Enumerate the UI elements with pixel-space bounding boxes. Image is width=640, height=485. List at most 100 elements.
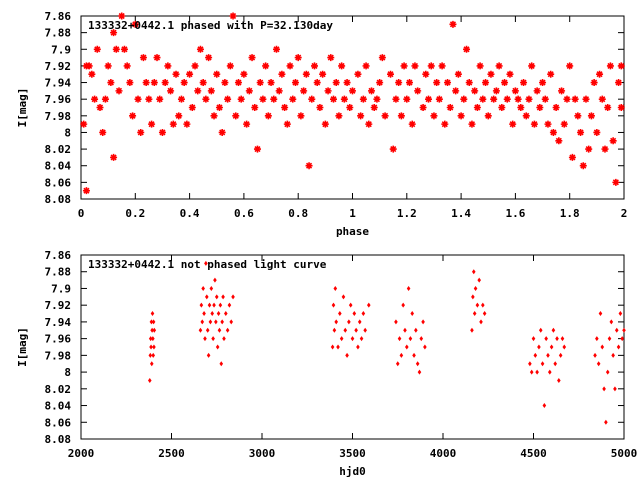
data-point-core — [339, 63, 344, 68]
data-point-core — [328, 55, 333, 60]
data-point-core — [578, 130, 583, 135]
data-point-core — [507, 72, 512, 77]
data-point-core — [448, 105, 453, 110]
data-point-core — [174, 72, 179, 77]
data-point-core — [171, 122, 176, 127]
data-point — [538, 327, 543, 333]
data-point-core — [288, 63, 293, 68]
data-point — [361, 311, 366, 317]
data-point-core — [228, 63, 233, 68]
data-point-core — [298, 113, 303, 118]
data-point-core — [459, 113, 464, 118]
data-point-core — [157, 97, 162, 102]
x-tick-label: 1.2 — [397, 207, 417, 220]
data-point-core — [529, 63, 534, 68]
data-point-core — [581, 163, 586, 168]
data-point — [412, 352, 416, 358]
data-point-core — [548, 72, 553, 77]
unphased-y-ticks: 7.86 7.88 7.9 7.92 7.94 7.96 7.98 8 8.02 8.04 8.06… — [45, 249, 624, 446]
data-point-core — [518, 105, 523, 110]
data-point — [198, 327, 203, 333]
data-point-core — [334, 80, 339, 85]
data-point-core — [114, 47, 119, 52]
data-point-core — [141, 55, 146, 60]
data-point-core — [225, 97, 230, 102]
data-point-core — [236, 80, 241, 85]
data-point — [471, 294, 475, 300]
x-tick-label: 3500 — [339, 447, 366, 460]
data-point — [614, 327, 619, 333]
data-point-core — [421, 105, 426, 110]
y-tick-label: 7.92 — [45, 60, 72, 73]
data-point-core — [293, 80, 298, 85]
data-point — [401, 302, 405, 308]
data-point-core — [176, 113, 181, 118]
data-point — [542, 403, 547, 409]
x-tick-label: 0.8 — [288, 207, 308, 220]
data-point-core — [152, 80, 157, 85]
data-point — [415, 361, 420, 367]
phased-x-axis-label: phase — [336, 225, 369, 238]
data-point — [213, 277, 217, 283]
data-point-core — [239, 97, 244, 102]
data-point — [205, 327, 210, 333]
data-point-core — [559, 88, 564, 93]
data-point — [200, 319, 205, 325]
unphased-plot-frame — [80, 254, 625, 440]
data-point-core — [535, 88, 540, 93]
x-tick-label: 0.2 — [125, 207, 145, 220]
data-point — [540, 361, 545, 367]
data-point — [333, 285, 338, 291]
data-point — [598, 311, 603, 317]
data-point — [338, 311, 342, 317]
data-point — [596, 361, 601, 367]
y-tick-label: 7.94 — [45, 77, 72, 90]
data-point-core — [391, 147, 396, 152]
data-point — [620, 336, 624, 342]
data-point — [211, 336, 215, 342]
y-tick-label: 7.98 — [45, 349, 72, 362]
data-point-core — [233, 113, 238, 118]
data-point — [206, 352, 211, 358]
data-point — [613, 386, 617, 392]
data-point — [618, 311, 623, 317]
data-point-core — [323, 122, 328, 127]
data-point-core — [445, 80, 450, 85]
data-point — [535, 369, 539, 375]
data-point — [149, 344, 153, 350]
data-point-core — [380, 55, 385, 60]
data-point — [609, 319, 614, 325]
y-tick-label: 8.04 — [45, 160, 72, 173]
data-point-core — [100, 130, 105, 135]
data-point — [151, 319, 156, 325]
data-point-core — [252, 105, 257, 110]
data-point — [560, 336, 565, 342]
y-tick-label: 8.08 — [45, 193, 72, 206]
data-point-core — [467, 80, 472, 85]
data-point — [562, 344, 567, 350]
data-point-core — [592, 80, 597, 85]
data-point-core — [491, 97, 496, 102]
data-point — [217, 327, 222, 333]
y-tick-label: 7.9 — [51, 43, 71, 56]
data-point-core — [575, 113, 580, 118]
data-point-core — [483, 80, 488, 85]
data-point — [216, 311, 221, 317]
data-point — [405, 344, 409, 350]
data-point-core — [244, 122, 249, 127]
data-point — [347, 319, 351, 325]
data-point — [549, 344, 554, 350]
data-point-core — [201, 80, 206, 85]
data-point — [214, 319, 218, 325]
data-point-core — [130, 113, 135, 118]
x-tick-label: 1.4 — [451, 207, 471, 220]
data-point-core — [342, 97, 347, 102]
data-point — [406, 285, 411, 291]
data-point-core — [336, 113, 341, 118]
data-point — [221, 294, 225, 300]
data-point — [210, 311, 215, 317]
data-point — [356, 344, 360, 350]
data-point — [150, 311, 155, 317]
data-point-core — [602, 147, 607, 152]
data-point-core — [502, 80, 507, 85]
